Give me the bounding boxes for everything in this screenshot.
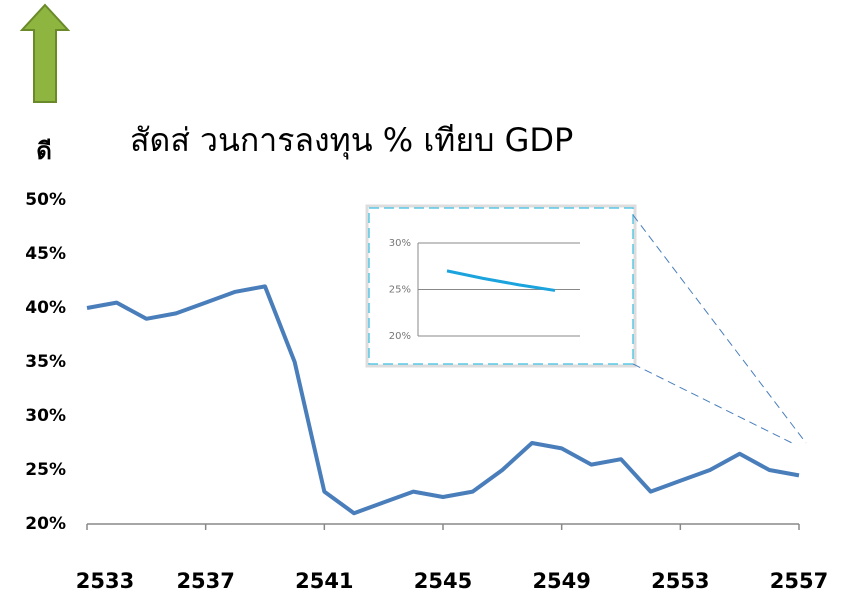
inset-y-tick-label: 30% (389, 238, 411, 249)
inset-y-tick-label: 20% (389, 331, 411, 342)
x-tick-label: 2557 (770, 569, 828, 593)
inset-y-tick-label: 25% (389, 285, 411, 296)
zoom-line (632, 363, 793, 444)
y-tick-label: 20% (25, 514, 66, 534)
y-tick-label: 50% (25, 190, 66, 210)
x-tick-label: 2533 (76, 569, 134, 593)
x-tick-label: 2541 (295, 569, 353, 593)
good-label: ดี (36, 137, 52, 165)
x-tick-label: 2545 (414, 569, 472, 593)
x-tick-label: 2549 (532, 569, 590, 593)
y-tick-label: 25% (25, 460, 66, 480)
data-line (86, 284, 800, 516)
y-tick-label: 45% (25, 244, 66, 264)
x-tick-label: 2553 (651, 569, 709, 593)
x-tick-label: 2537 (176, 569, 234, 593)
chart-title: สัดส่ วนการลงทุน % เทียบ GDP (130, 121, 573, 160)
zoom-line (632, 214, 807, 444)
up-arrow (19, 3, 71, 103)
y-tick-label: 35% (25, 352, 66, 372)
inset-line (446, 269, 556, 292)
inset-frame (365, 204, 637, 368)
y-tick-label: 40% (25, 298, 66, 318)
y-tick-label: 30% (25, 406, 66, 426)
